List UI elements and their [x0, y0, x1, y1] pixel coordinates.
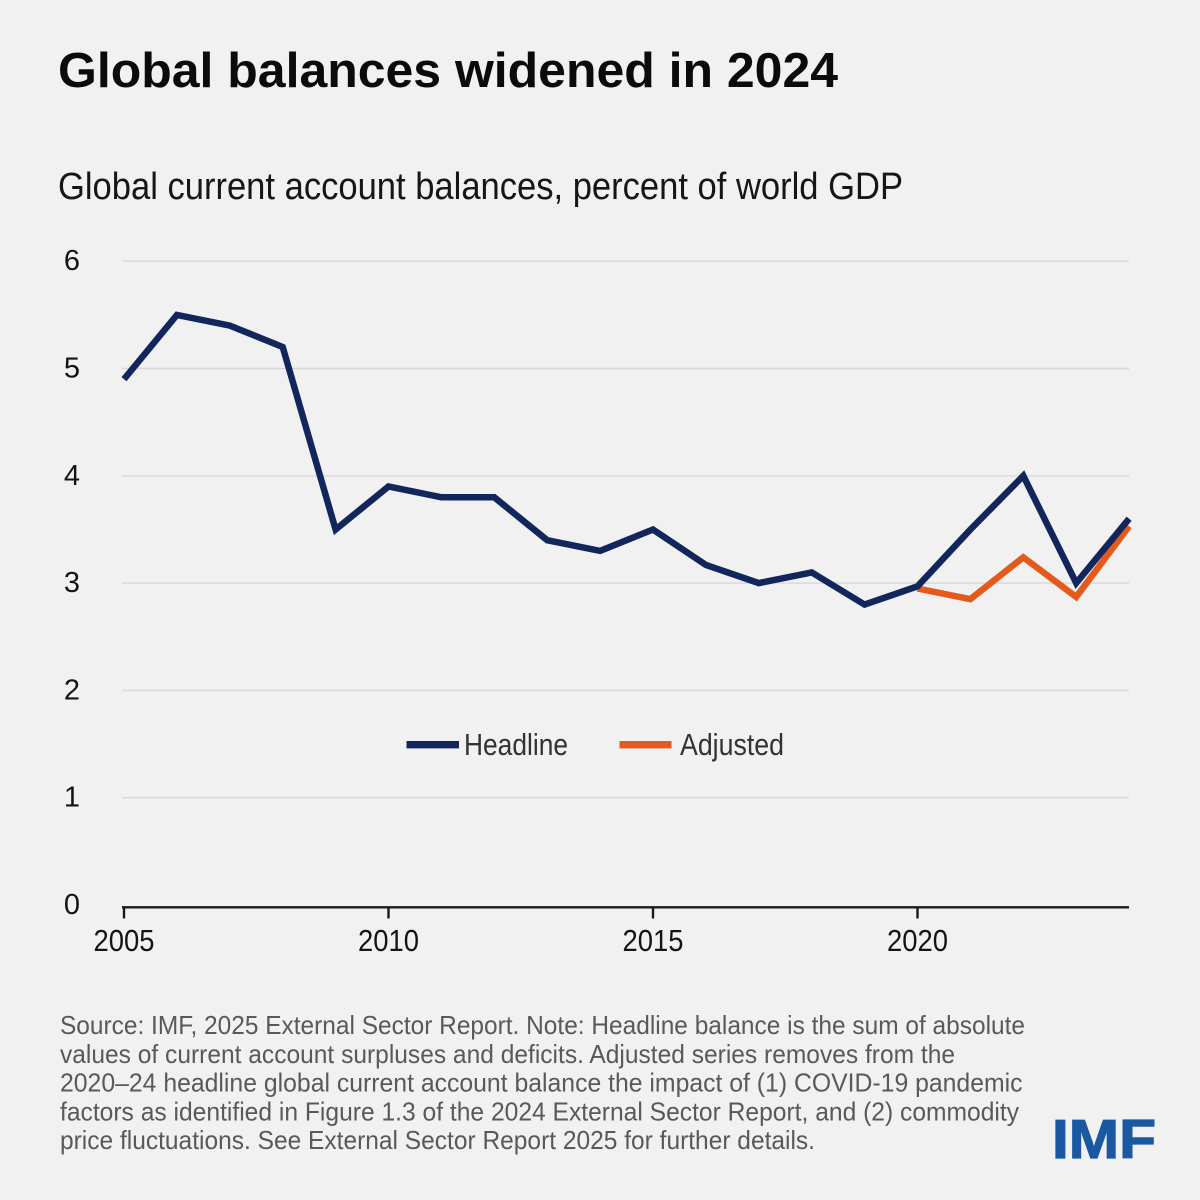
svg-text:Source: IMF, 2025 External Sec: Source: IMF, 2025 External Sector Report… — [60, 1010, 1025, 1040]
svg-text:values of current account surp: values of current account surpluses and … — [60, 1039, 955, 1069]
svg-text:2020–24 headline global curren: 2020–24 headline global current account … — [60, 1068, 1023, 1098]
svg-text:Headline: Headline — [464, 727, 568, 762]
svg-text:1: 1 — [64, 782, 80, 814]
svg-text:Adjusted: Adjusted — [680, 727, 784, 762]
svg-text:2005: 2005 — [94, 923, 155, 958]
svg-text:price fluctuations. See Extern: price fluctuations. See External Sector … — [60, 1125, 815, 1155]
svg-text:6: 6 — [64, 245, 80, 277]
svg-text:2: 2 — [64, 674, 80, 706]
svg-text:factors as identified in Figur: factors as identified in Figure 1.3 of t… — [60, 1097, 1019, 1127]
svg-text:3: 3 — [64, 567, 80, 599]
svg-text:2010: 2010 — [358, 923, 419, 958]
svg-text:Global current account balance: Global current account balances, percent… — [58, 166, 903, 208]
svg-text:4: 4 — [64, 460, 80, 492]
svg-text:2015: 2015 — [623, 923, 684, 958]
svg-text:2020: 2020 — [887, 923, 948, 958]
svg-text:IMF: IMF — [1052, 1108, 1156, 1170]
svg-text:Global balances widened in 202: Global balances widened in 2024 — [58, 44, 838, 98]
svg-text:0: 0 — [64, 889, 80, 921]
svg-text:5: 5 — [64, 353, 80, 385]
